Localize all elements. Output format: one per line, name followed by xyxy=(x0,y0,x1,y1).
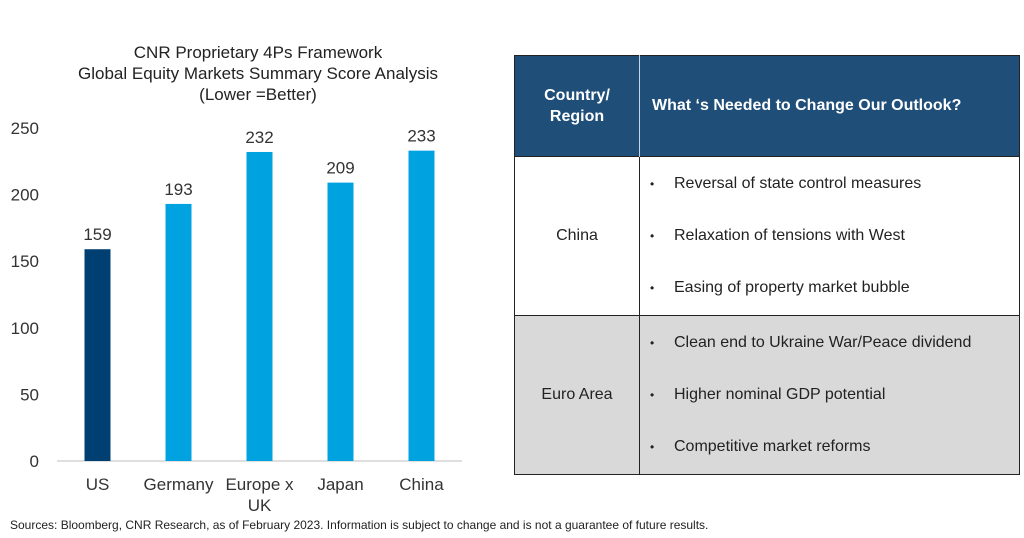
bullet-icon: • xyxy=(650,281,655,295)
x-tick-label: US xyxy=(86,475,110,494)
bar-chart: 0 50 100 150 200 250 159 US 193 Germany 232 Europe … xyxy=(11,119,462,515)
bar xyxy=(165,203,192,461)
bullet-icon: • xyxy=(650,229,655,243)
bar xyxy=(408,150,435,462)
header-region-line-2: Region xyxy=(549,108,605,125)
need-text: Higher nominal GDP potential xyxy=(674,386,886,403)
table-header-row: Country/ Region What ‘s Needed to Change… xyxy=(514,55,1020,157)
header-needs: What ‘s Needed to Change Our Outlook? xyxy=(639,55,1020,157)
header-country-region: Country/ Region xyxy=(514,55,640,157)
data-label: 193 xyxy=(164,180,192,199)
list-item: • Competitive market reforms xyxy=(641,421,1018,473)
bullet-icon: • xyxy=(650,440,655,454)
list-item: • Clean end to Ukraine War/Peace dividend xyxy=(641,317,1018,369)
data-label: 159 xyxy=(83,225,111,244)
table-row: China • Reversal of state control measures… xyxy=(514,156,1020,316)
bullet-icon: • xyxy=(650,336,655,350)
needs-list: • Clean end to Ukraine War/Peace dividend… xyxy=(641,317,1018,473)
region-cell: Euro Area xyxy=(514,315,640,475)
needs-list: • Reversal of state control measures • Rela… xyxy=(641,158,1018,314)
need-text: Relaxation of tensions with West xyxy=(674,227,905,244)
need-text: Easing of property market bubble xyxy=(674,279,910,296)
list-item: • Relaxation of tensions with West xyxy=(641,210,1018,262)
chart-title-line-2: Global Equity Markets Summary Score Anal… xyxy=(78,64,438,83)
chart-title: CNR Proprietary 4Ps Framework Global Equ… xyxy=(40,42,476,105)
bullet-icon: • xyxy=(650,388,655,402)
y-tick-label: 250 xyxy=(11,119,39,138)
need-text: Reversal of state control measures xyxy=(674,175,922,192)
need-text: Clean end to Ukraine War/Peace dividend xyxy=(674,334,972,351)
table-body: China • Reversal of state control measures… xyxy=(514,156,1020,475)
x-tick-label: Japan xyxy=(317,475,363,494)
table-row: Euro Area • Clean end to Ukraine War/Peace… xyxy=(514,315,1020,475)
x-tick-label: China xyxy=(399,475,444,494)
x-tick-label: Europe x xyxy=(225,475,294,494)
y-tick-label: 150 xyxy=(11,252,39,271)
data-label: 233 xyxy=(407,127,435,146)
data-label: 232 xyxy=(245,128,273,147)
x-tick-label: Germany xyxy=(144,475,214,494)
bar xyxy=(246,151,273,461)
sources-footnote: Sources: Bloomberg, CNR Research, as of … xyxy=(10,518,709,532)
region-cell: China xyxy=(514,156,640,316)
bar xyxy=(327,182,354,461)
needs-cell: • Reversal of state control measures • Rela… xyxy=(639,156,1020,316)
list-item: • Higher nominal GDP potential xyxy=(641,369,1018,421)
y-tick-label: 0 xyxy=(30,452,39,471)
data-label: 209 xyxy=(326,159,354,178)
header-region-line-1: Country/ xyxy=(544,87,610,104)
needs-cell: • Clean end to Ukraine War/Peace dividend… xyxy=(639,315,1020,475)
list-item: • Reversal of state control measures xyxy=(641,158,1018,210)
bar xyxy=(84,249,111,461)
y-tick-label: 200 xyxy=(11,186,39,205)
y-tick-label: 50 xyxy=(20,385,39,404)
outlook-table: Country/ Region What ‘s Needed to Change… xyxy=(514,55,1020,475)
chart-title-line-3: (Lower =Better) xyxy=(199,85,317,104)
bullet-icon: • xyxy=(650,177,655,191)
need-text: Competitive market reforms xyxy=(674,438,871,455)
chart-title-line-1: CNR Proprietary 4Ps Framework xyxy=(133,43,383,62)
list-item: • Easing of property market bubble xyxy=(641,262,1018,314)
x-tick-label: UK xyxy=(248,496,272,515)
y-tick-label: 100 xyxy=(11,319,39,338)
